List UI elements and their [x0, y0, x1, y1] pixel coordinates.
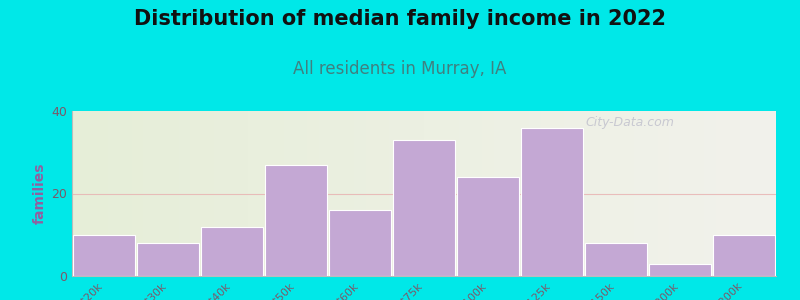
Text: Distribution of median family income in 2022: Distribution of median family income in … — [134, 9, 666, 29]
Text: All residents in Murray, IA: All residents in Murray, IA — [294, 60, 506, 78]
Bar — [74, 235, 134, 276]
Bar — [138, 243, 198, 276]
Bar — [266, 165, 326, 276]
Bar — [202, 226, 262, 276]
Bar — [458, 177, 518, 276]
Bar — [522, 128, 582, 276]
Bar — [394, 140, 454, 276]
Bar — [714, 235, 774, 276]
Bar — [650, 264, 710, 276]
Bar — [330, 210, 390, 276]
Bar — [586, 243, 646, 276]
Text: City-Data.com: City-Data.com — [586, 116, 674, 129]
Y-axis label: families: families — [33, 163, 47, 224]
